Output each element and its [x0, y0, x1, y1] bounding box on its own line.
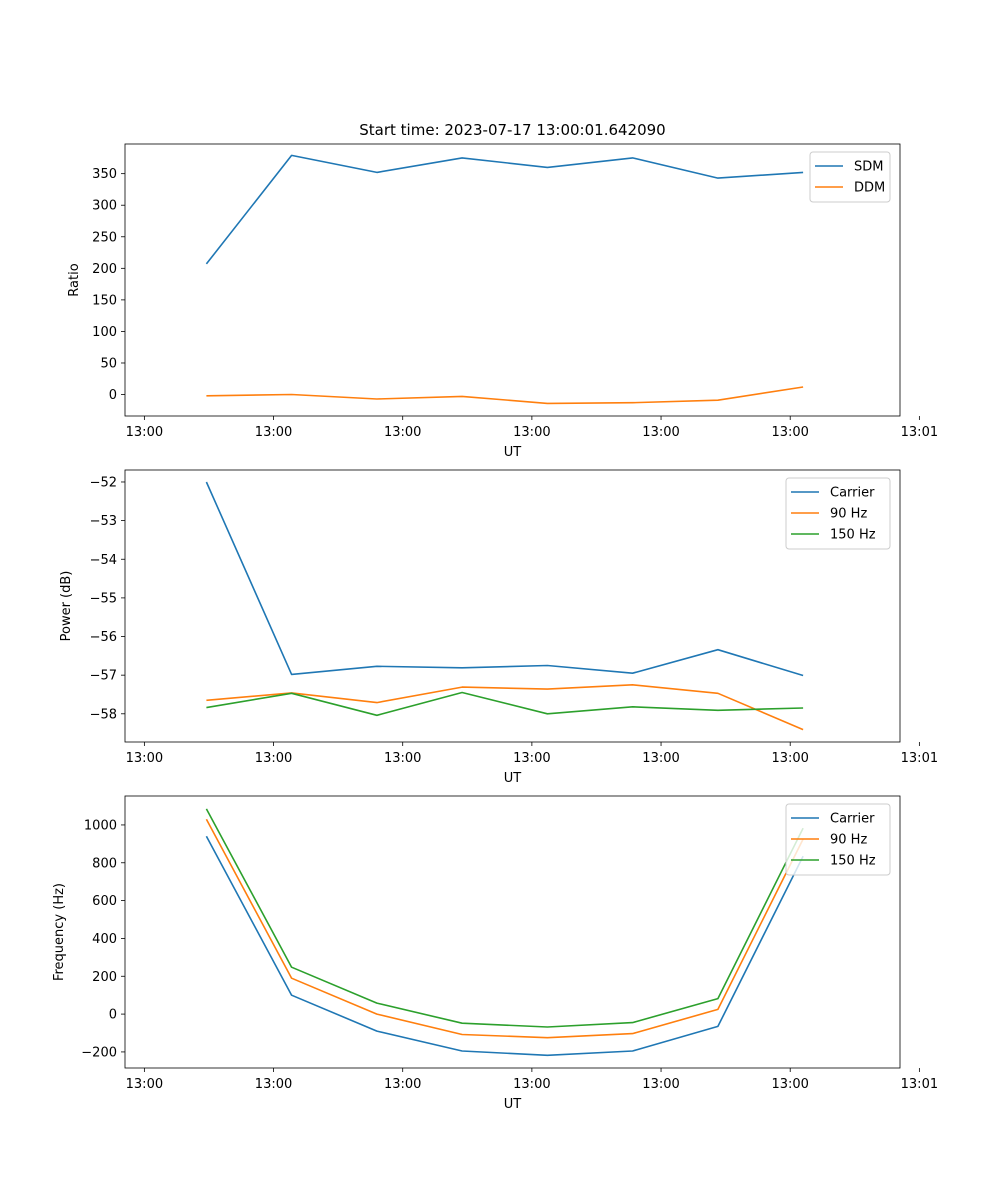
legend: SDM DDM — [809, 151, 891, 203]
x-tick-label: 13:00 — [126, 751, 163, 766]
y-tick-label: −55 — [90, 591, 117, 606]
y-tick-label: −58 — [90, 707, 117, 722]
legend: Carrier 90 Hz 150 Hz — [785, 477, 891, 550]
y-tick-label: 350 — [92, 167, 117, 182]
x-axis-label: UT — [504, 771, 522, 786]
y-tick-label: 600 — [92, 894, 117, 909]
series-line-90-hz — [205, 818, 804, 1039]
y-tick-label: −200 — [81, 1045, 117, 1060]
y-axis-label: Frequency (Hz) — [52, 883, 67, 981]
figure-title: Start time: 2023-07-17 13:00:01.642090 — [359, 121, 665, 139]
chart-3: 13:00 13:00 13:00 13:00 13:00 13:00 13:01 −200 0… — [52, 795, 938, 1112]
x-tick-label: 13:00 — [513, 751, 550, 766]
plot-frame — [124, 469, 901, 743]
y-tick-label: 50 — [100, 356, 117, 371]
legend-label: 90 Hz — [830, 507, 867, 522]
x-tick-label: 13:00 — [384, 751, 421, 766]
legend-box — [809, 151, 891, 203]
x-tick-label: 13:00 — [384, 1077, 421, 1092]
legend-label: DDM — [854, 181, 885, 196]
y-tick-label: 300 — [92, 199, 117, 214]
y-tick-label: 200 — [92, 262, 117, 277]
x-tick-label: 13:00 — [771, 1077, 808, 1092]
chart-1: 13:00 13:00 13:00 13:00 13:00 13:00 13:01 0 50 10… — [67, 143, 938, 460]
y-tick-label: 100 — [92, 325, 117, 340]
legend-box — [785, 803, 891, 876]
x-tick-label: 13:00 — [255, 425, 292, 440]
x-tick-label: 13:00 — [126, 425, 163, 440]
legend-label: 150 Hz — [830, 854, 876, 869]
x-tick-label: 13:00 — [642, 751, 679, 766]
legend-label: Carrier — [830, 486, 875, 501]
x-tick-label: 13:00 — [513, 425, 550, 440]
y-tick-label: −54 — [90, 553, 117, 568]
x-axis-label: UT — [504, 445, 522, 460]
x-tick-label: 13:01 — [901, 1077, 938, 1092]
x-tick-label: 13:00 — [771, 425, 808, 440]
series-line-ddm — [206, 386, 804, 405]
x-tick-label: 13:01 — [901, 425, 938, 440]
y-tick-label: 400 — [92, 932, 117, 947]
series-line-carrier — [205, 481, 804, 677]
legend-box — [785, 477, 891, 550]
legend-label: 150 Hz — [830, 528, 876, 543]
plot-frame — [124, 795, 901, 1069]
legend: Carrier 90 Hz 150 Hz — [785, 803, 891, 876]
x-tick-label: 13:00 — [513, 1077, 550, 1092]
x-tick-label: 13:00 — [771, 751, 808, 766]
y-tick-label: 250 — [92, 230, 117, 245]
y-tick-label: 0 — [109, 1008, 117, 1023]
y-tick-label: −53 — [90, 514, 117, 529]
x-tick-label: 13:01 — [901, 751, 938, 766]
y-tick-label: −57 — [90, 669, 117, 684]
legend-label: 90 Hz — [830, 833, 867, 848]
legend-label: SDM — [854, 160, 883, 175]
legend-label: Carrier — [830, 812, 875, 827]
y-axis-label: Power (dB) — [59, 571, 74, 642]
series-line-sdm — [205, 154, 804, 265]
x-tick-label: 13:00 — [126, 1077, 163, 1092]
y-tick-label: −56 — [90, 630, 117, 645]
series-line-90-hz — [206, 683, 804, 731]
y-tick-label: 150 — [92, 293, 117, 308]
y-tick-label: 200 — [92, 970, 117, 985]
x-axis-label: UT — [504, 1097, 522, 1112]
x-tick-label: 13:00 — [642, 425, 679, 440]
y-axis-label: Ratio — [67, 263, 82, 296]
x-tick-label: 13:00 — [255, 1077, 292, 1092]
y-tick-label: 0 — [109, 388, 117, 403]
x-tick-label: 13:00 — [384, 425, 421, 440]
plot-frame — [124, 143, 901, 417]
series-line-150-hz — [205, 808, 804, 1028]
y-tick-label: 800 — [92, 856, 117, 871]
x-tick-label: 13:00 — [642, 1077, 679, 1092]
chart-2: 13:00 13:00 13:00 13:00 13:00 13:00 13:01 −58 −5… — [59, 469, 938, 786]
x-tick-label: 13:00 — [255, 751, 292, 766]
y-tick-label: 1000 — [84, 818, 117, 833]
series-line-carrier — [205, 835, 804, 1057]
y-tick-label: −52 — [90, 475, 117, 490]
series-line-150-hz — [206, 691, 804, 717]
